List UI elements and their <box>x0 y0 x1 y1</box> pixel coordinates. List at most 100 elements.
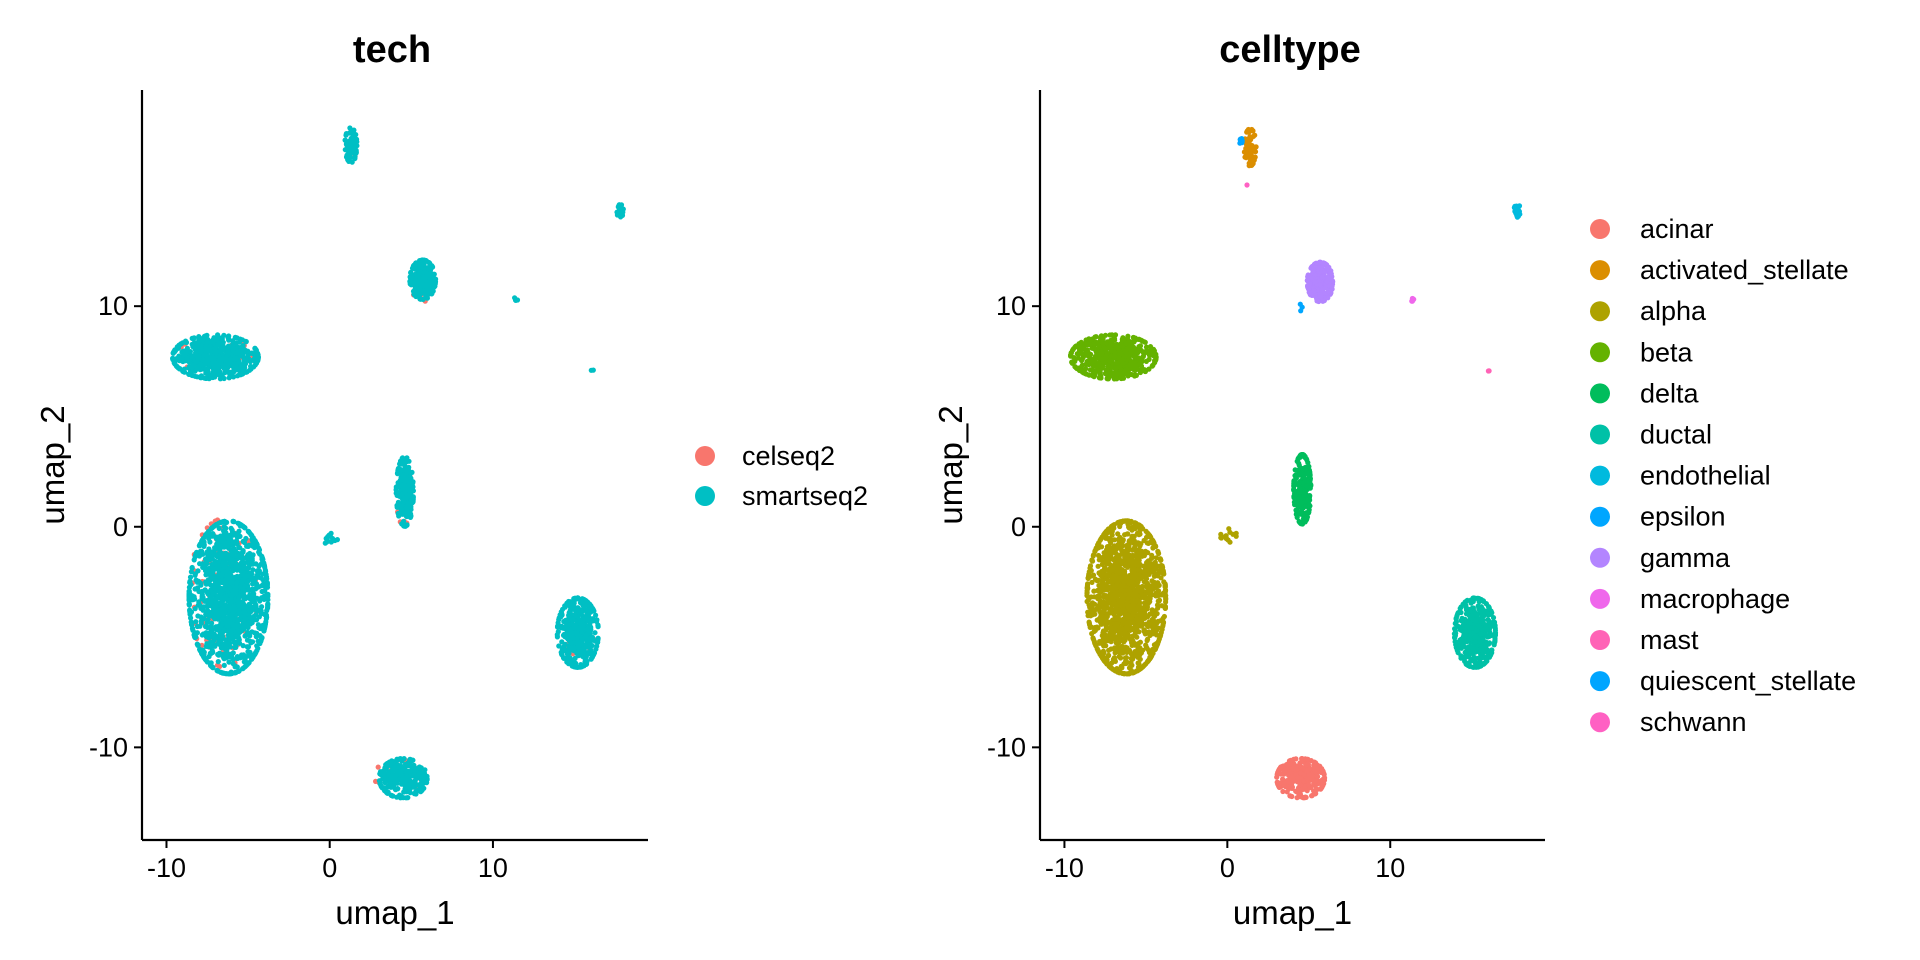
data-point <box>1097 638 1103 645</box>
data-point <box>230 344 236 350</box>
data-point <box>1304 788 1310 794</box>
data-point <box>193 577 199 583</box>
data-point <box>399 472 406 478</box>
data-point <box>194 630 200 636</box>
data-point <box>403 483 409 489</box>
data-point <box>175 365 181 371</box>
data-point <box>212 633 218 639</box>
data-point <box>1303 794 1309 801</box>
data-point <box>248 350 254 356</box>
data-point <box>262 567 268 573</box>
data-point <box>263 614 270 621</box>
data-point <box>1111 537 1118 543</box>
data-point <box>416 271 422 277</box>
panel-title: tech <box>353 29 431 71</box>
data-point <box>1245 153 1251 159</box>
data-point <box>170 355 176 361</box>
data-point <box>239 560 245 566</box>
data-point <box>183 339 190 346</box>
data-point <box>210 567 216 573</box>
data-point <box>241 357 247 363</box>
data-point <box>1140 647 1146 653</box>
data-point <box>399 455 405 461</box>
data-point <box>228 596 234 603</box>
data-point <box>193 619 199 625</box>
data-point <box>1298 770 1304 776</box>
data-point <box>233 539 239 546</box>
data-point <box>1278 764 1284 771</box>
data-point <box>262 621 269 627</box>
data-point <box>1149 616 1155 623</box>
data-point <box>221 559 227 565</box>
y-tick-label: 0 <box>113 512 128 542</box>
data-point <box>1247 146 1253 153</box>
data-point <box>209 561 215 568</box>
data-point <box>213 536 220 542</box>
data-point <box>593 646 599 652</box>
data-point <box>219 336 225 342</box>
data-point <box>1304 768 1310 774</box>
x-tick-label: 10 <box>478 853 508 883</box>
data-point <box>252 604 258 610</box>
data-point <box>192 634 198 640</box>
data-point <box>209 533 215 539</box>
data-point <box>234 580 240 586</box>
data-point <box>1241 149 1247 155</box>
data-point <box>212 345 218 351</box>
data-point <box>205 591 211 597</box>
data-point <box>588 367 594 373</box>
data-point <box>190 353 196 359</box>
data-point <box>240 371 246 377</box>
data-point <box>226 333 232 339</box>
data-point <box>423 275 429 281</box>
data-point <box>235 367 241 373</box>
data-point <box>213 552 219 558</box>
data-point <box>225 539 231 545</box>
data-point <box>1142 592 1148 598</box>
data-point <box>1089 600 1096 606</box>
data-point <box>199 537 205 543</box>
data-point <box>239 337 245 343</box>
data-point <box>218 624 224 630</box>
data-point <box>1303 762 1309 768</box>
data-point <box>408 269 414 275</box>
data-point <box>202 532 209 538</box>
data-point <box>375 764 381 770</box>
data-point <box>232 623 238 629</box>
data-point <box>1297 782 1303 788</box>
data-point <box>383 775 389 781</box>
data-point <box>254 572 260 579</box>
data-point <box>1138 526 1145 532</box>
data-point <box>1099 572 1105 579</box>
data-point <box>252 630 258 636</box>
data-point <box>391 776 397 782</box>
legend-label: smartseq2 <box>742 481 868 511</box>
data-point <box>225 343 232 349</box>
data-point <box>209 591 215 598</box>
data-point <box>378 783 384 790</box>
data-point <box>247 607 253 614</box>
data-point <box>192 606 198 612</box>
data-point <box>1250 156 1256 162</box>
x-tick-label: 0 <box>322 853 337 883</box>
data-point <box>558 614 564 620</box>
data-point <box>573 608 580 614</box>
data-point <box>349 131 356 137</box>
data-point <box>1121 588 1127 594</box>
data-point <box>1120 583 1126 589</box>
data-point <box>400 460 406 466</box>
data-point <box>243 535 249 542</box>
data-point <box>245 624 251 631</box>
data-point <box>211 366 217 373</box>
data-point <box>575 639 581 645</box>
data-point <box>1110 656 1116 663</box>
data-point <box>416 764 423 770</box>
data-point <box>560 606 566 612</box>
data-point <box>1285 762 1291 768</box>
data-point <box>417 260 423 266</box>
data-point <box>1280 788 1286 795</box>
data-point <box>395 786 401 792</box>
data-point <box>595 639 601 645</box>
